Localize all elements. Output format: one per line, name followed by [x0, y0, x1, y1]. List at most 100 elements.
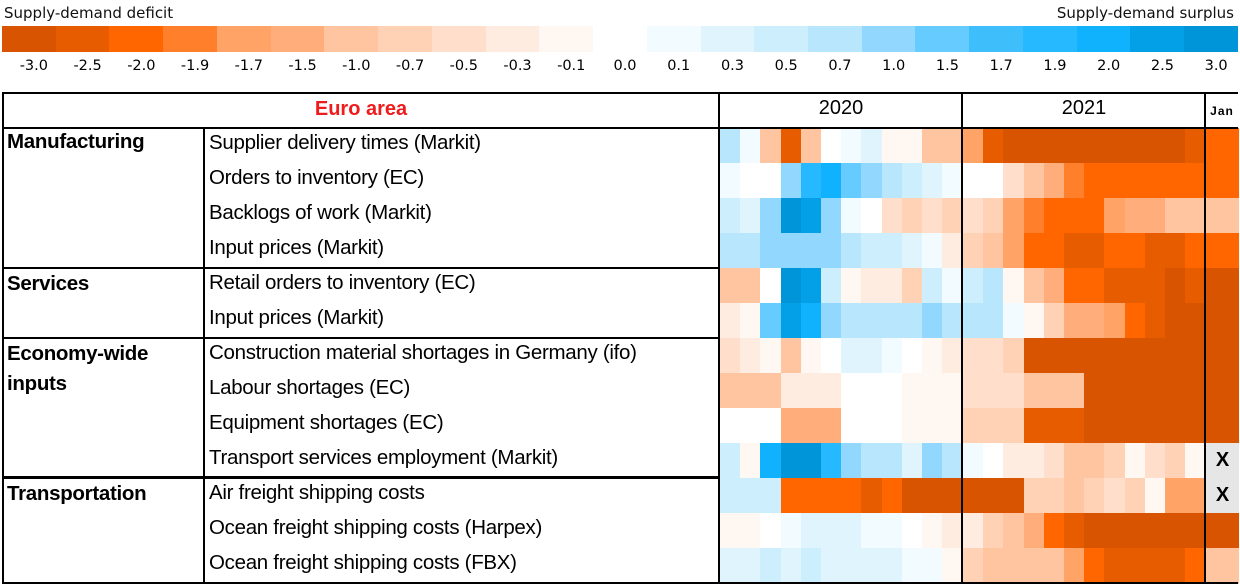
category-services: Services	[7, 272, 89, 295]
legend-swatch	[861, 26, 916, 52]
heat-cell	[1003, 408, 1025, 444]
heat-cell	[963, 373, 984, 409]
heat-cell	[1124, 443, 1146, 479]
grid-line	[2, 582, 1238, 584]
legend-swatch	[700, 26, 755, 52]
heat-cell	[1185, 373, 1206, 409]
category-economy-wide-line1: Economy-wide	[7, 342, 149, 365]
legend-tick-label: -1.7	[234, 58, 263, 74]
legend-tick-label: 1.7	[989, 58, 1013, 74]
legend-swatch	[754, 26, 809, 52]
legend-tick-label: 0.5	[774, 58, 798, 74]
legend-swatch	[2, 26, 56, 52]
heat-cell	[881, 373, 903, 409]
heat-cell	[1043, 198, 1065, 234]
heat-cell	[1084, 198, 1105, 234]
heat-cell	[983, 443, 1004, 479]
heatmap-table: Euro area 2020 2021 Jan Manufacturing Se…	[2, 92, 1239, 584]
legend-tick-label: -0.5	[449, 58, 478, 74]
heat-cell	[1206, 128, 1239, 164]
legend-tick-label: 0.3	[720, 58, 744, 74]
row-label: Retail orders to inventory (EC)	[209, 271, 476, 294]
heat-cell	[800, 408, 822, 444]
heat-cell	[1064, 163, 1085, 199]
heat-cell	[901, 478, 923, 514]
heat-cell	[1043, 303, 1065, 339]
heat-cell	[841, 233, 862, 269]
heat-cell	[720, 303, 741, 339]
heat-cell	[881, 198, 903, 234]
heat-cell	[1104, 233, 1126, 269]
heat-cell	[821, 548, 842, 584]
heat-cell	[1043, 408, 1065, 444]
heat-cell	[942, 443, 963, 479]
heat-cell	[760, 163, 782, 199]
heat-cell	[922, 443, 943, 479]
heat-cell	[1043, 128, 1065, 164]
month-header-jan: Jan	[1210, 104, 1234, 118]
heat-cell	[841, 373, 862, 409]
heat-cell	[841, 303, 862, 339]
heat-cell	[1185, 233, 1206, 269]
heat-cell	[922, 163, 943, 199]
heat-cell	[1124, 548, 1146, 584]
legend-swatch	[270, 26, 325, 52]
heat-cell	[1023, 128, 1045, 164]
heat-cell	[1084, 443, 1105, 479]
heat-cell	[1206, 303, 1239, 339]
heat-cell	[1124, 198, 1146, 234]
heat-cell	[1185, 408, 1206, 444]
heat-cell	[1003, 373, 1025, 409]
heat-cell	[1124, 373, 1146, 409]
legend-swatch	[109, 26, 164, 52]
heat-cell	[740, 513, 761, 549]
heat-cell	[922, 408, 943, 444]
heat-cell	[800, 233, 822, 269]
row-label: Air freight shipping costs	[209, 481, 425, 504]
heat-cell	[821, 303, 842, 339]
heat-cell	[740, 268, 761, 304]
heat-cell	[821, 478, 842, 514]
heat-cell	[1206, 373, 1239, 409]
heat-cell	[1206, 198, 1239, 234]
heat-cell	[1064, 268, 1085, 304]
heat-cell	[901, 443, 923, 479]
heat-cell	[740, 443, 761, 479]
heat-cell	[1206, 338, 1239, 374]
legend-tick-label: -3.0	[19, 58, 48, 74]
heat-cell	[740, 478, 761, 514]
row-label: Backlogs of work (Markit)	[209, 201, 432, 224]
heat-cell	[922, 513, 943, 549]
heat-cell	[963, 548, 984, 584]
heat-cell	[942, 268, 963, 304]
heat-cell	[1023, 163, 1045, 199]
heat-cell	[1023, 513, 1045, 549]
heat-cell	[780, 303, 802, 339]
heat-cell	[1165, 128, 1186, 164]
heat-cell	[881, 268, 903, 304]
grid-line	[2, 127, 1238, 129]
heat-cell	[922, 338, 943, 374]
heat-cell	[1084, 128, 1105, 164]
heat-cell	[1206, 268, 1239, 304]
legend-swatch	[1184, 26, 1238, 52]
heat-cell	[780, 128, 802, 164]
heat-cell	[942, 478, 963, 514]
heat-cell	[800, 478, 822, 514]
heat-cell	[1165, 303, 1186, 339]
legend-swatch	[378, 26, 432, 52]
category-manufacturing: Manufacturing	[7, 130, 145, 153]
heat-cell	[720, 128, 741, 164]
heat-cell	[780, 513, 802, 549]
heat-cell	[841, 408, 862, 444]
heat-cell	[740, 198, 761, 234]
heat-cell	[1003, 128, 1025, 164]
heat-cell	[1064, 233, 1085, 269]
legend-tick-label: -1.9	[180, 58, 210, 74]
heat-cell	[942, 513, 963, 549]
heat-cell	[861, 478, 883, 514]
heat-cell	[901, 548, 923, 584]
heat-cell	[963, 443, 984, 479]
row-label: Ocean freight shipping costs (Harpex)	[209, 516, 543, 539]
heat-cell	[861, 233, 883, 269]
